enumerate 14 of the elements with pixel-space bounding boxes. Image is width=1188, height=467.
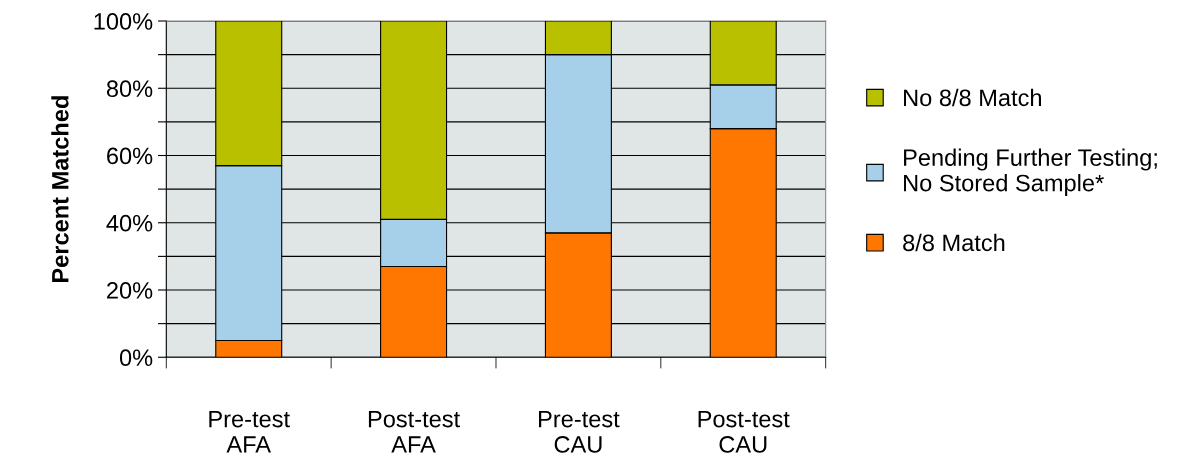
y-tick-label: 60%	[107, 147, 153, 165]
y-tick-label: 40%	[106, 214, 153, 232]
legend-label: No 8/8 Match	[904, 88, 1041, 107]
y-tick-label: 20%	[107, 282, 153, 299]
legend-label: 8/8 Match	[903, 233, 1005, 252]
y-tick-label: 0%	[119, 349, 153, 367]
y-tick-label: 100%	[94, 13, 153, 30]
x-tick-label: Post-test CAU	[698, 410, 790, 453]
y-tick-label: 80%	[106, 80, 153, 98]
x-tick-label: Post-test AFA	[368, 410, 460, 453]
x-tick-label: Pre-test CAU	[539, 410, 620, 453]
y-axis-title: Percent Matched	[51, 96, 69, 283]
legend-label: Pending Further Testing; No Stored Sample*	[904, 148, 1157, 197]
x-tick-label: Pre-test AFA	[209, 410, 290, 453]
